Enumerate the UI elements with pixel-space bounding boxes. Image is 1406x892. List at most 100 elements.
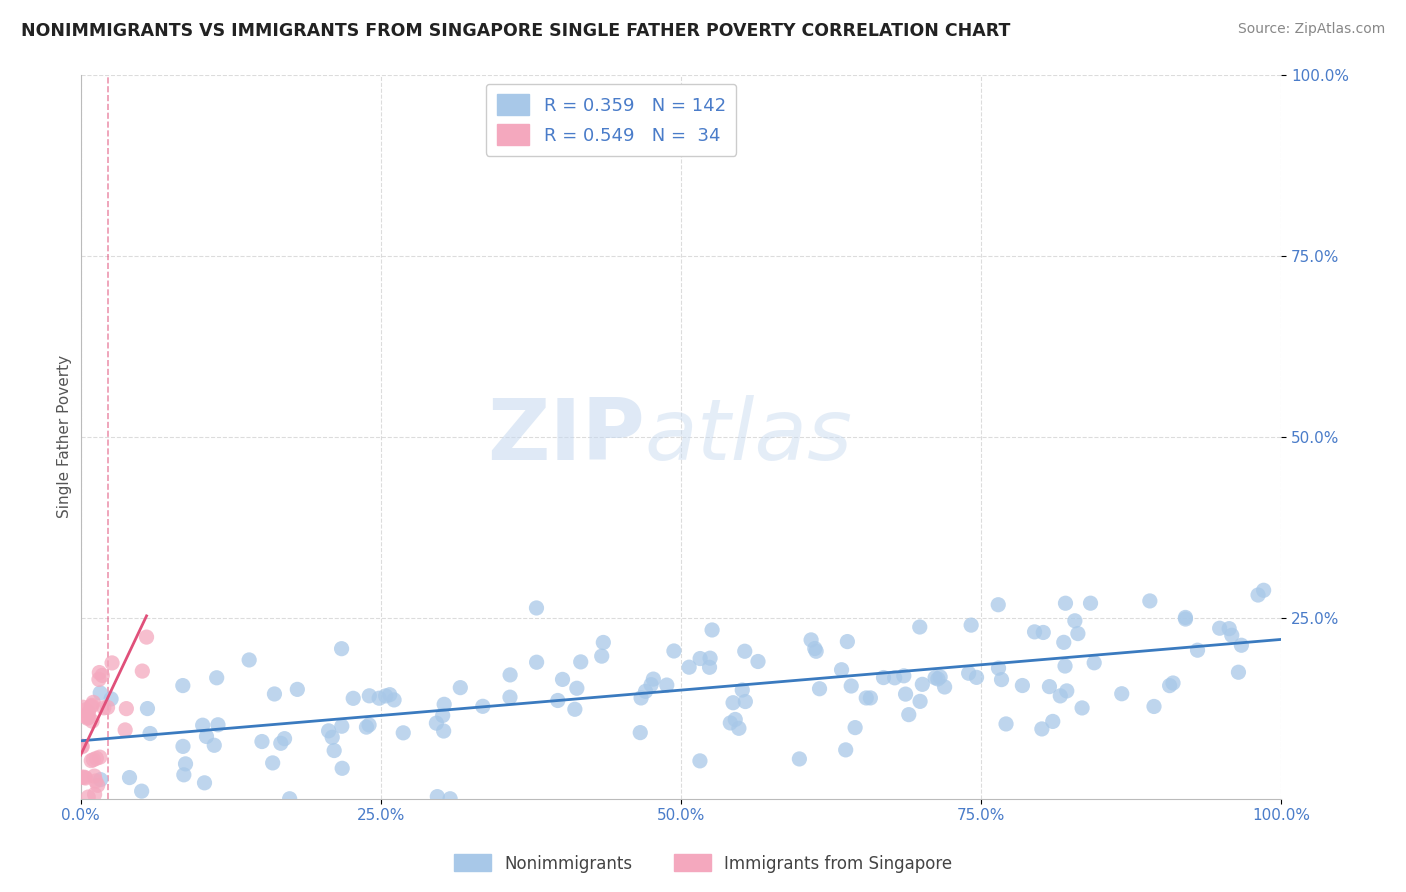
Point	[526, 601, 548, 615]
Point	[131, 664, 153, 678]
Point	[911, 677, 934, 691]
Point	[432, 708, 454, 723]
Point	[499, 690, 522, 705]
Point	[1227, 665, 1250, 680]
Point	[1024, 624, 1046, 639]
Point	[91, 668, 114, 682]
Point	[1042, 714, 1064, 729]
Point	[1011, 679, 1033, 693]
Point	[357, 718, 380, 732]
Point	[82, 753, 104, 767]
Point	[643, 672, 665, 686]
Point	[90, 772, 112, 787]
Point	[883, 671, 905, 685]
Point	[1161, 676, 1184, 690]
Point	[734, 694, 756, 708]
Point	[1071, 701, 1094, 715]
Point	[1159, 679, 1181, 693]
Point	[859, 690, 882, 705]
Point	[839, 679, 862, 693]
Point	[966, 670, 988, 684]
Point	[101, 656, 124, 670]
Point	[262, 756, 284, 770]
Point	[893, 669, 915, 683]
Legend: Nonimmigrants, Immigrants from Singapore: Nonimmigrants, Immigrants from Singapore	[447, 847, 959, 880]
Point	[957, 666, 980, 681]
Point	[1032, 625, 1054, 640]
Point	[425, 716, 447, 731]
Point	[114, 723, 136, 737]
Point	[721, 696, 744, 710]
Point	[844, 721, 866, 735]
Point	[77, 790, 100, 805]
Point	[89, 750, 111, 764]
Point	[72, 700, 94, 714]
Point	[359, 689, 381, 703]
Text: atlas: atlas	[645, 395, 853, 478]
Point	[678, 660, 700, 674]
Point	[855, 690, 877, 705]
Point	[734, 644, 756, 658]
Point	[564, 702, 586, 716]
Point	[995, 717, 1018, 731]
Point	[238, 653, 260, 667]
Point	[173, 768, 195, 782]
Point	[318, 723, 340, 738]
Point	[1187, 643, 1209, 657]
Point	[80, 699, 103, 714]
Point	[250, 734, 273, 748]
Point	[82, 714, 104, 728]
Point	[699, 651, 721, 665]
Point	[1247, 588, 1270, 602]
Point	[273, 731, 295, 746]
Point	[934, 680, 956, 694]
Point	[89, 686, 111, 700]
Point	[499, 668, 522, 682]
Point	[270, 736, 292, 750]
Point	[285, 682, 308, 697]
Point	[927, 672, 949, 686]
Point	[655, 678, 678, 692]
Point	[100, 692, 122, 706]
Point	[131, 784, 153, 798]
Point	[426, 789, 449, 804]
Point	[77, 710, 100, 724]
Point	[433, 698, 456, 712]
Point	[908, 694, 931, 708]
Point	[118, 771, 141, 785]
Point	[471, 699, 494, 714]
Point	[191, 718, 214, 732]
Point	[1067, 626, 1090, 640]
Point	[808, 681, 831, 696]
Point	[93, 701, 115, 715]
Point	[1053, 659, 1076, 673]
Point	[1038, 680, 1060, 694]
Point	[83, 788, 105, 802]
Point	[1139, 594, 1161, 608]
Point	[1056, 684, 1078, 698]
Point	[547, 693, 569, 707]
Point	[172, 679, 194, 693]
Point	[439, 791, 461, 805]
Point	[374, 689, 396, 703]
Point	[80, 754, 103, 768]
Point	[70, 739, 93, 754]
Point	[987, 661, 1010, 675]
Point	[195, 730, 218, 744]
Point	[1083, 656, 1105, 670]
Point	[1174, 610, 1197, 624]
Point	[834, 743, 856, 757]
Point	[356, 720, 378, 734]
Point	[1253, 583, 1275, 598]
Point	[789, 752, 811, 766]
Point	[689, 651, 711, 665]
Point	[837, 634, 859, 648]
Point	[731, 683, 754, 698]
Point	[1220, 628, 1243, 642]
Point	[831, 663, 853, 677]
Point	[990, 673, 1012, 687]
Point	[592, 635, 614, 649]
Point	[908, 620, 931, 634]
Point	[75, 771, 97, 785]
Point	[897, 707, 920, 722]
